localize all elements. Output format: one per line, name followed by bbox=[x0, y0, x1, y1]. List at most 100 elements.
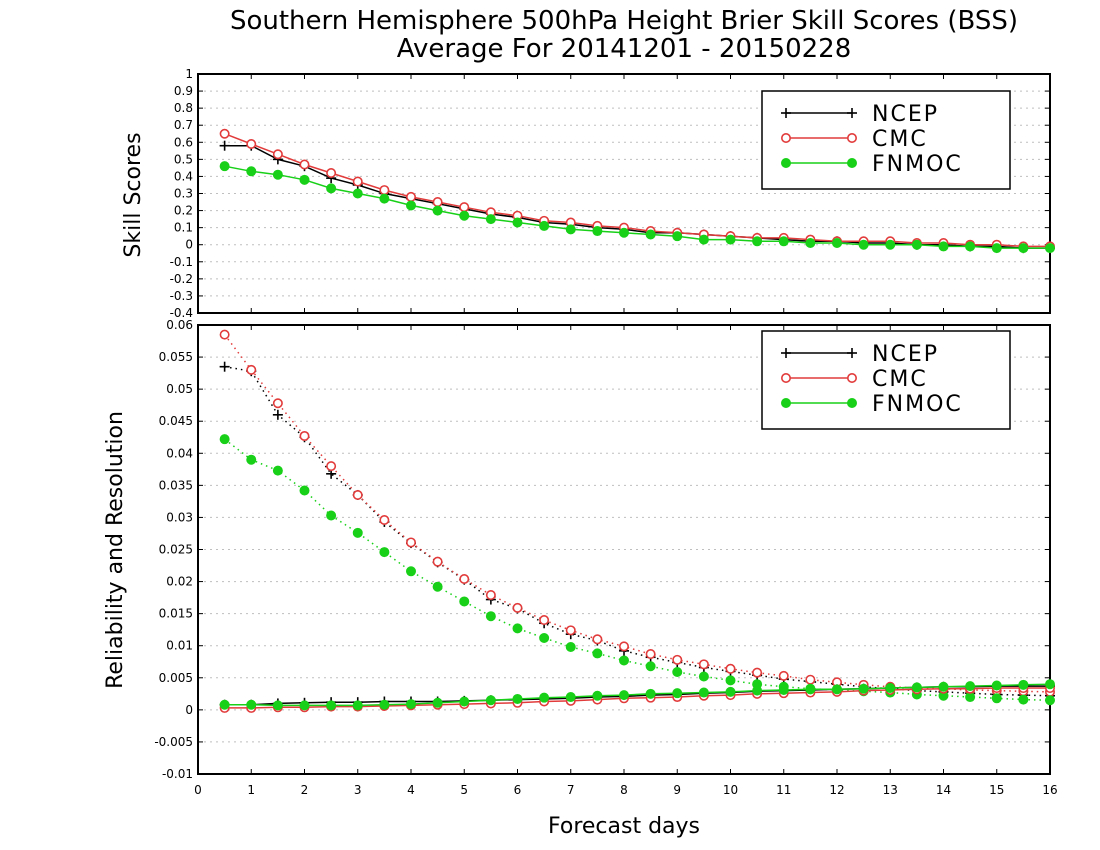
data-point bbox=[459, 696, 470, 707]
data-point bbox=[352, 700, 363, 711]
data-point bbox=[246, 454, 257, 465]
y-tick-label: 0.3 bbox=[174, 187, 193, 201]
chart-title-line2: Average For 20141201 - 20150228 bbox=[397, 34, 852, 64]
data-point bbox=[832, 238, 842, 249]
data-point bbox=[1018, 694, 1029, 705]
data-point bbox=[326, 510, 337, 521]
y-tick-label: 0.7 bbox=[174, 118, 193, 132]
data-point bbox=[246, 364, 257, 375]
y-tick-label: 1 bbox=[185, 67, 193, 81]
data-point bbox=[592, 690, 603, 701]
legend-item-ncep: NCEP bbox=[781, 342, 937, 367]
data-point bbox=[219, 140, 230, 151]
x-tick-label: 15 bbox=[989, 783, 1004, 797]
y-tick-label: -0.4 bbox=[170, 306, 193, 320]
data-point bbox=[698, 234, 709, 245]
data-point bbox=[459, 596, 470, 607]
x-tick-label: 10 bbox=[723, 783, 738, 797]
legend-item-cmc: CMC bbox=[780, 367, 926, 392]
data-point bbox=[698, 659, 709, 670]
x-tick-label: 12 bbox=[829, 783, 844, 797]
legend-marker-right bbox=[846, 133, 857, 144]
legend-marker-right bbox=[847, 158, 857, 168]
y-tick-label: 0.9 bbox=[174, 84, 193, 98]
y-tick-label: 0.025 bbox=[159, 543, 193, 557]
data-point bbox=[432, 205, 443, 216]
data-point bbox=[1045, 695, 1055, 706]
data-point bbox=[352, 489, 363, 500]
data-point bbox=[512, 602, 523, 613]
data-point bbox=[272, 149, 283, 160]
data-point bbox=[326, 183, 337, 194]
data-point bbox=[832, 684, 842, 695]
data-point bbox=[432, 581, 443, 592]
data-point bbox=[672, 688, 683, 699]
series-line bbox=[224, 334, 1051, 693]
data-point bbox=[406, 699, 416, 710]
y-tick-label: 0 bbox=[185, 703, 193, 717]
data-point bbox=[326, 461, 337, 472]
data-point bbox=[965, 241, 976, 252]
data-point bbox=[991, 680, 1002, 691]
data-point bbox=[911, 239, 922, 250]
data-point bbox=[592, 634, 603, 645]
data-point bbox=[246, 138, 257, 149]
data-point bbox=[485, 590, 496, 601]
data-point bbox=[432, 197, 443, 208]
y-tick-label: -0.005 bbox=[154, 735, 193, 749]
data-point bbox=[272, 409, 283, 420]
data-point bbox=[379, 547, 390, 558]
data-point bbox=[406, 566, 416, 577]
legend-label: FNMOC bbox=[872, 392, 963, 417]
data-point bbox=[299, 174, 310, 185]
data-point bbox=[725, 675, 736, 686]
y-tick-label: 0.005 bbox=[159, 671, 193, 685]
data-point bbox=[672, 654, 683, 665]
data-point bbox=[698, 687, 709, 698]
data-point bbox=[805, 238, 816, 249]
x-tick-label: 4 bbox=[407, 783, 415, 797]
data-point bbox=[379, 514, 390, 525]
legend-item-ncep: NCEP bbox=[781, 102, 937, 127]
x-tick-label: 9 bbox=[673, 783, 681, 797]
data-point bbox=[539, 615, 550, 626]
data-point bbox=[512, 693, 523, 704]
data-point bbox=[272, 169, 283, 180]
y-tick-label: 0 bbox=[185, 238, 193, 252]
x-tick-label: 7 bbox=[567, 783, 575, 797]
data-point bbox=[725, 663, 736, 674]
series-cmc-solid bbox=[219, 683, 1056, 713]
panel-2: -0.01 -0.005 0 0.005 0.01 0.015 0.02 0.025 0.03 0… bbox=[154, 318, 1057, 797]
legend-box bbox=[761, 90, 1011, 190]
x-tick-label: 13 bbox=[883, 783, 898, 797]
data-point bbox=[485, 214, 496, 225]
data-point bbox=[485, 695, 496, 706]
data-point bbox=[698, 671, 709, 682]
data-point bbox=[485, 611, 496, 622]
data-point bbox=[885, 239, 896, 250]
data-point bbox=[219, 329, 230, 340]
data-point bbox=[911, 682, 922, 693]
plot-layer: -0.4 -0.3 -0.2 -0.1 0 0.1 0.2 0.3 0.4 0.5 0.6 0.7 0.… bbox=[154, 67, 1057, 797]
data-point bbox=[352, 527, 363, 538]
data-point bbox=[752, 236, 763, 247]
data-point bbox=[1045, 679, 1055, 690]
data-point bbox=[885, 683, 896, 694]
legend-marker-left bbox=[781, 398, 791, 408]
legend-item-fnmoc: FNMOC bbox=[781, 392, 963, 417]
x-tick-label: 1 bbox=[247, 783, 255, 797]
data-point bbox=[592, 648, 603, 659]
data-point bbox=[219, 128, 230, 139]
series-line bbox=[224, 438, 1051, 701]
data-point bbox=[645, 649, 656, 660]
data-point bbox=[299, 159, 310, 170]
data-point bbox=[752, 685, 763, 696]
data-point bbox=[618, 641, 629, 652]
data-point bbox=[406, 200, 416, 211]
data-point bbox=[459, 202, 470, 213]
y-tick-label: 0.05 bbox=[166, 382, 193, 396]
legend-marker-left bbox=[780, 372, 791, 383]
x-tick-label: 5 bbox=[460, 783, 468, 797]
x-axis-label: Forecast days bbox=[548, 814, 700, 839]
